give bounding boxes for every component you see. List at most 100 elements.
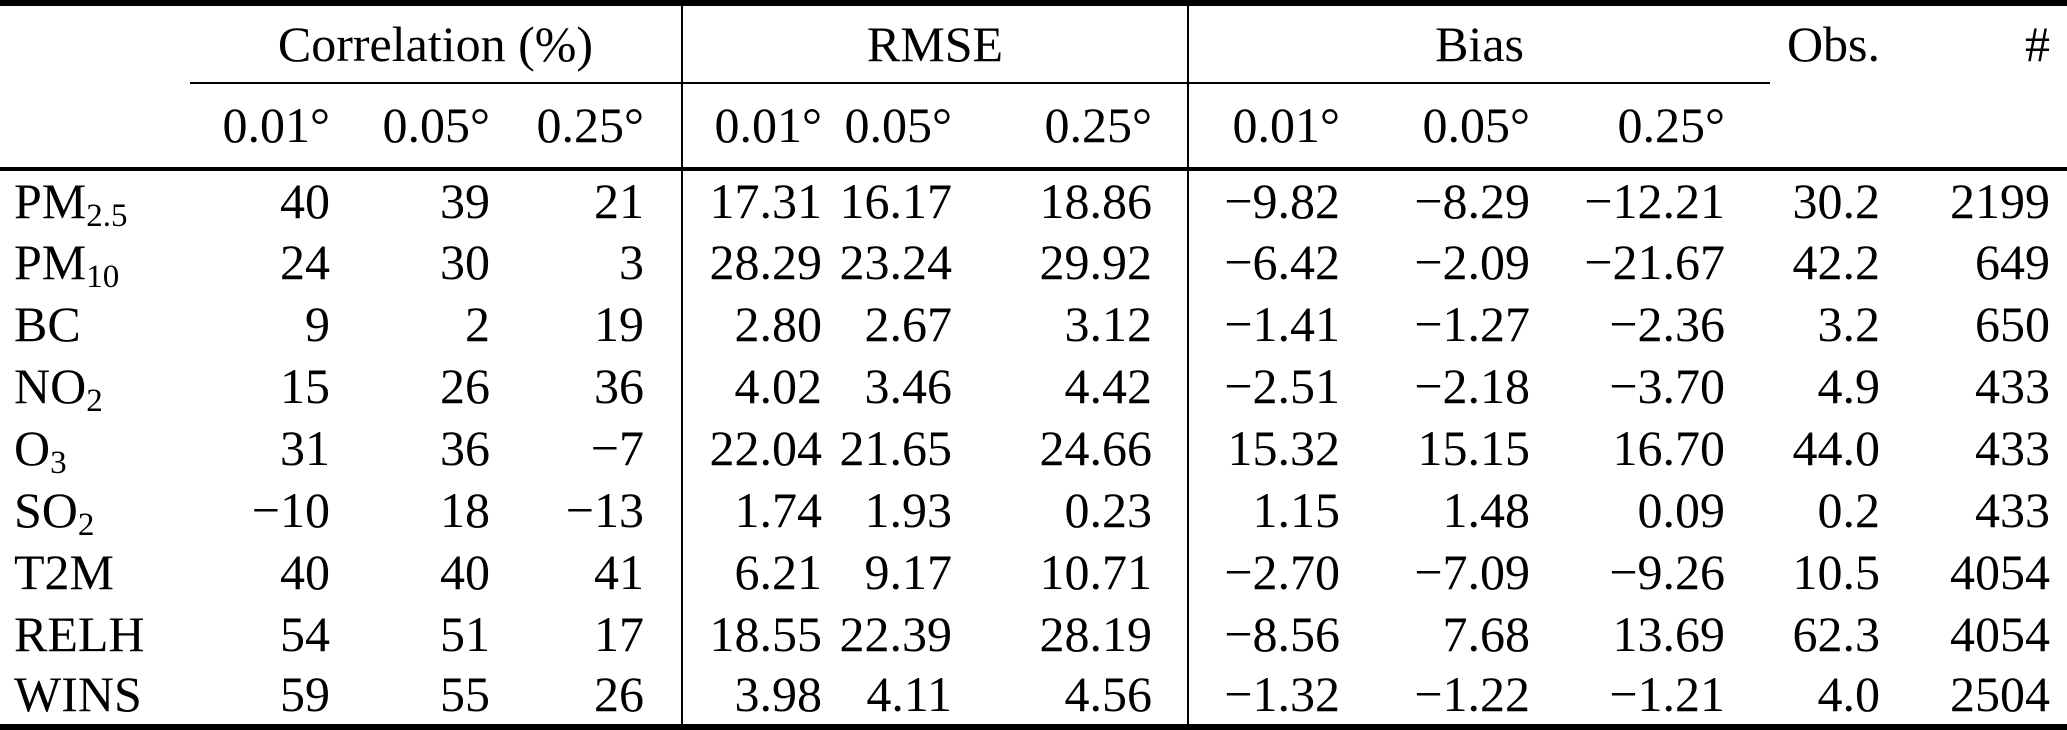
cell: −2.51	[1187, 355, 1349, 417]
cell: 2504	[1950, 666, 2051, 723]
table-row: O3 31 36 −7 22.04 21.65 24.66 15.32 15.1…	[0, 417, 2067, 479]
cell: 26	[440, 357, 490, 414]
cell: −2.70	[1187, 541, 1349, 603]
row-label: O3	[14, 419, 67, 480]
group-header-rmse: RMSE	[680, 3, 1189, 84]
cell: 1.93	[864, 481, 953, 538]
cell: −2.09	[1414, 233, 1531, 290]
cell: 4.0	[1817, 666, 1881, 723]
subheader-rmse-005: 0.05°	[830, 83, 960, 171]
cell: 28.29	[681, 231, 830, 293]
cell: 55	[440, 666, 490, 723]
cell: 7.68	[1442, 605, 1531, 662]
cell: 13.69	[1612, 605, 1726, 662]
cell: 17.31	[681, 169, 830, 231]
subheader-bias-001: 0.01°	[1187, 83, 1349, 171]
subheader-bias-005: 0.05°	[1348, 83, 1539, 171]
cell: 36	[594, 357, 644, 414]
cell: 650	[1975, 295, 2051, 352]
cell: 2.80	[681, 293, 830, 355]
cell: 24.66	[1039, 419, 1153, 476]
cell: 39	[440, 172, 490, 229]
subheader-rmse-001: 0.01°	[681, 83, 830, 171]
cell: 40	[280, 172, 330, 229]
cell: −21.67	[1584, 233, 1726, 290]
subheader-correlation-005: 0.05°	[338, 83, 498, 171]
cell: −1.21	[1609, 666, 1726, 723]
cell: 433	[1975, 357, 2051, 414]
cell: 42.2	[1792, 233, 1881, 290]
cell: −3.70	[1609, 357, 1726, 414]
cell: 3	[619, 233, 644, 290]
group-header-bias: Bias	[1187, 3, 1771, 84]
cell: 4054	[1950, 605, 2051, 662]
cell: 18.86	[1039, 172, 1153, 229]
cell: 1.74	[681, 479, 830, 541]
cell: 0.23	[1064, 481, 1153, 538]
cell: 41	[594, 543, 644, 600]
cell: 3.46	[864, 357, 953, 414]
cell: 15	[280, 357, 330, 414]
spacer-cell	[0, 83, 190, 171]
cell: 4.11	[866, 666, 952, 723]
row-label: WINS	[14, 666, 142, 723]
cell: 22.39	[839, 605, 953, 662]
cell: −10	[251, 481, 330, 538]
table-row: PM2.5 40 39 21 17.31 16.17 18.86 −9.82 −…	[0, 169, 2067, 231]
table-row: SO2 −10 18 −13 1.74 1.93 0.23 1.15 1.48 …	[0, 479, 2067, 541]
cell: 433	[1975, 481, 2051, 538]
cell: 29.92	[1039, 233, 1153, 290]
cell: 59	[280, 666, 330, 723]
cell: 4.56	[1064, 666, 1153, 723]
cell: 44.0	[1792, 419, 1881, 476]
cell: −8.29	[1414, 172, 1531, 229]
table-row: T2M 40 40 41 6.21 9.17 10.71 −2.70 −7.09…	[0, 541, 2067, 603]
cell: 30	[440, 233, 490, 290]
subheader-rmse-025: 0.25°	[960, 83, 1189, 171]
spacer-cell	[1770, 83, 1889, 171]
column-header-count: #	[2025, 16, 2051, 73]
table-row: WINS 59 55 26 3.98 4.11 4.56 −1.32 −1.22…	[0, 665, 2067, 727]
cell: 1.15	[1187, 479, 1349, 541]
cell: 18	[440, 481, 490, 538]
cell: 40	[440, 543, 490, 600]
subheader-correlation-001: 0.01°	[190, 83, 338, 171]
cell: −7.09	[1414, 543, 1531, 600]
cell: 36	[440, 419, 490, 476]
cell: 30.2	[1792, 172, 1881, 229]
cell: 26	[594, 666, 644, 723]
cell: 6.21	[681, 541, 830, 603]
cell: 40	[280, 543, 330, 600]
cell: −1.32	[1187, 665, 1349, 727]
cell: 2	[465, 295, 490, 352]
cell: 9.17	[864, 543, 953, 600]
cell: 15.32	[1187, 417, 1349, 479]
cell: −6.42	[1187, 231, 1349, 293]
cell: 2.67	[864, 295, 953, 352]
row-label: PM2.5	[14, 172, 128, 232]
cell: 9	[305, 295, 330, 352]
cell: 51	[440, 605, 490, 662]
spacer-cell	[0, 3, 190, 83]
cell: 24	[280, 233, 330, 290]
group-header-correlation: Correlation (%)	[190, 3, 682, 84]
cell: 0.09	[1637, 481, 1726, 538]
cell: −1.27	[1414, 295, 1531, 352]
cell: 21	[594, 172, 644, 229]
cell: −2.18	[1414, 357, 1531, 414]
cell: 10.5	[1792, 543, 1881, 600]
cell: 17	[594, 605, 644, 662]
cell: 649	[1975, 233, 2051, 290]
cell: 4.9	[1817, 357, 1881, 414]
cell: 16.70	[1612, 419, 1726, 476]
column-header-obs: Obs.	[1786, 16, 1881, 73]
cell: −13	[565, 481, 644, 538]
cell: 3.12	[1064, 295, 1153, 352]
cell: −1.41	[1187, 293, 1349, 355]
cell: −9.82	[1187, 169, 1349, 231]
cell: 4.02	[681, 355, 830, 417]
cell: −9.26	[1609, 543, 1726, 600]
row-label: NO2	[14, 357, 103, 418]
